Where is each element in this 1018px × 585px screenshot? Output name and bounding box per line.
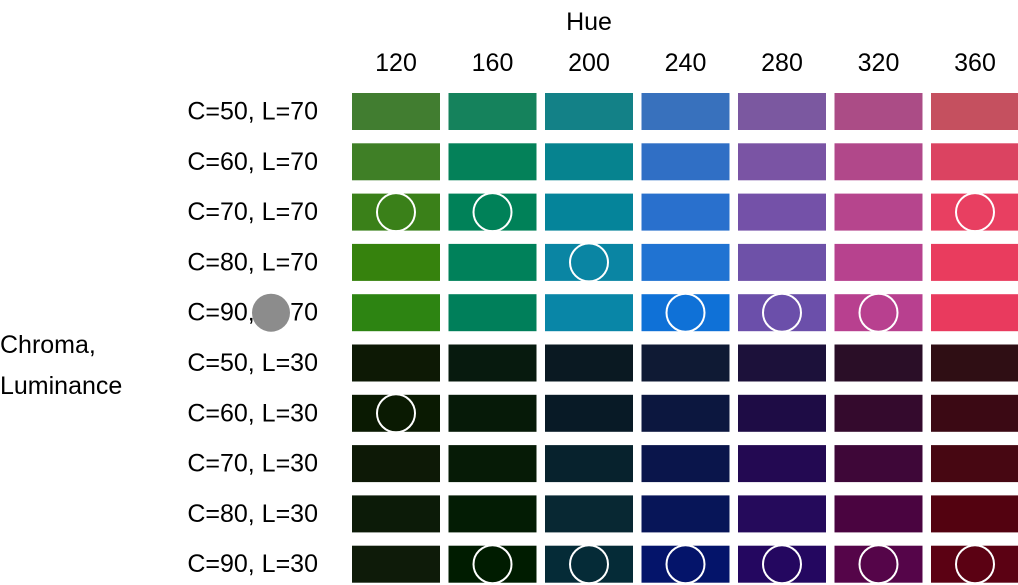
- swatch-cell: [834, 93, 923, 130]
- swatch-cell: [448, 445, 537, 483]
- swatch-cell: [931, 445, 1018, 483]
- swatch-cell: [352, 344, 440, 382]
- highlight-circle: [762, 292, 802, 333]
- row-label: C=50, L=70: [187, 98, 318, 126]
- swatch-cell: [931, 143, 1018, 181]
- swatch-cell: [834, 344, 923, 382]
- swatch-cell: [641, 243, 730, 281]
- swatch-cell: [738, 344, 826, 382]
- highlight-circle: [858, 292, 899, 333]
- swatch-cell: [448, 243, 537, 281]
- chroma-luminance-title-line2: Luminance: [0, 372, 122, 400]
- swatch-cell: [545, 143, 633, 181]
- swatch-cell: [352, 143, 440, 181]
- swatch-cell: [545, 394, 633, 432]
- swatch-cell: [641, 394, 730, 432]
- highlight-circle: [858, 544, 899, 585]
- hue-tick-label: 280: [761, 49, 803, 77]
- highlight-circle: [762, 544, 802, 585]
- swatch-cell: [931, 344, 1018, 382]
- swatch-cell: [545, 93, 633, 130]
- swatch-cell: [834, 394, 923, 432]
- swatch-cell: [641, 445, 730, 483]
- highlight-circle: [472, 192, 513, 233]
- swatch-cell: [834, 495, 923, 533]
- swatch-cell: [448, 143, 537, 181]
- highlight-circle: [472, 544, 513, 585]
- hue-tick-label: 320: [858, 49, 900, 77]
- swatch-cell: [641, 143, 730, 181]
- swatch-cell: [931, 294, 1018, 332]
- highlight-circle: [569, 242, 609, 283]
- swatch-cell: [738, 193, 826, 231]
- swatch-cell: [545, 445, 633, 483]
- highlight-circle: [665, 544, 706, 585]
- row-label: C=90, L=30: [187, 550, 318, 578]
- swatch-cell: [641, 495, 730, 533]
- grey-marker-circle: [252, 293, 290, 332]
- swatch-cell: [448, 495, 537, 533]
- swatch-cell: [448, 93, 537, 130]
- swatch-cell: [545, 193, 633, 231]
- swatch-cell: [738, 243, 826, 281]
- swatch-cell: [352, 294, 440, 332]
- swatch-cell: [641, 344, 730, 382]
- highlight-circle: [665, 292, 706, 333]
- swatch-cell: [834, 143, 923, 181]
- row-label: C=70, L=70: [187, 198, 318, 226]
- hue-tick-label: 360: [954, 49, 996, 77]
- hue-tick-label: 200: [568, 49, 610, 77]
- swatch-cell: [352, 93, 440, 130]
- highlight-circle: [955, 192, 995, 233]
- swatch-cell: [931, 243, 1018, 281]
- row-label: C=60, L=70: [187, 148, 318, 176]
- row-label: C=50, L=30: [187, 349, 318, 377]
- swatch-cell: [352, 545, 440, 583]
- swatch-cell: [931, 495, 1018, 533]
- highlight-circle: [376, 192, 416, 233]
- swatch-cell: [834, 445, 923, 483]
- hue-tick-label: 120: [375, 49, 417, 77]
- hue-tick-label: 160: [472, 49, 514, 77]
- hue-tick-label: 240: [665, 49, 707, 77]
- circle-markers: [252, 192, 995, 585]
- row-labels: C=50, L=70 C=60, L=70 C=70, L=70 C=80, L=70…: [187, 98, 318, 579]
- swatch-cell: [738, 394, 826, 432]
- swatch-cell: [352, 243, 440, 281]
- swatch-cell: [448, 344, 537, 382]
- hue-tick-labels: 120 160 200 240 280 320 360: [375, 49, 996, 77]
- swatch-cell: [545, 344, 633, 382]
- swatch-cell: [738, 143, 826, 181]
- swatch-cell: [738, 495, 826, 533]
- swatch-cell: [738, 445, 826, 483]
- swatch-cell: [448, 294, 537, 332]
- row-label: C=80, L=30: [187, 500, 318, 528]
- swatch-cells: [352, 93, 1018, 583]
- hue-axis-title: Hue: [566, 8, 612, 36]
- swatch-cell: [738, 93, 826, 130]
- row-label: C=80, L=70: [187, 248, 318, 276]
- swatch-cell: [641, 93, 730, 130]
- swatch-cell: [641, 193, 730, 231]
- swatch-cell: [448, 394, 537, 432]
- row-label: C=70, L=30: [187, 450, 318, 478]
- swatch-cell: [352, 495, 440, 533]
- swatch-cell: [545, 495, 633, 533]
- swatch-cell: [834, 193, 923, 231]
- highlight-circle: [569, 544, 609, 585]
- swatch-cell: [834, 243, 923, 281]
- swatch-cell: [545, 294, 633, 332]
- highlight-circle: [955, 544, 995, 585]
- chroma-luminance-title-line1: Chroma,: [0, 331, 96, 359]
- swatch-cell: [931, 394, 1018, 432]
- highlight-circle: [376, 393, 416, 434]
- swatch-cell: [352, 445, 440, 483]
- swatch-cell: [931, 93, 1018, 130]
- row-label: C=60, L=30: [187, 399, 318, 427]
